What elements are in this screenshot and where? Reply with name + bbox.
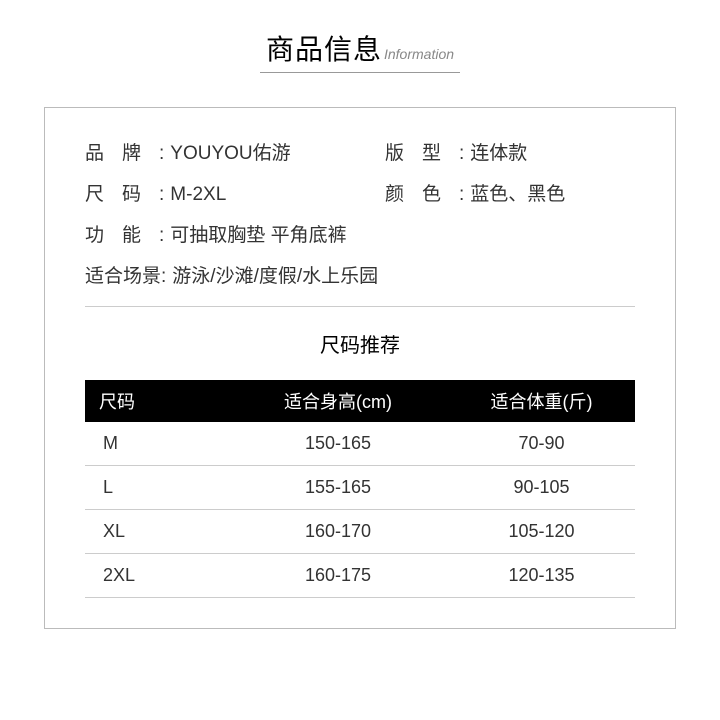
colon: : bbox=[159, 185, 164, 204]
table-row: XL 160-170 105-120 bbox=[85, 510, 635, 554]
attr-label: 尺码 bbox=[85, 185, 159, 204]
page-header: 商品信息 Information bbox=[0, 0, 720, 83]
attr-feature: 功能: 可抽取胸垫 平角底裤 bbox=[85, 226, 347, 245]
attr-value: M-2XL bbox=[170, 185, 226, 204]
attr-row: 功能: 可抽取胸垫 平角底裤 bbox=[85, 226, 635, 245]
size-col-header: 适合体重(斤) bbox=[448, 380, 635, 422]
attr-size: 尺码: M-2XL bbox=[85, 185, 385, 204]
colon: : bbox=[159, 144, 164, 163]
table-row: 2XL 160-175 120-135 bbox=[85, 554, 635, 598]
divider bbox=[85, 306, 635, 307]
attr-value: 蓝色、黑色 bbox=[470, 185, 565, 204]
size-cell: XL bbox=[85, 510, 228, 554]
header-title-cn: 商品信息 bbox=[266, 28, 382, 68]
attr-label: 功能 bbox=[85, 226, 159, 245]
size-cell: 2XL bbox=[85, 554, 228, 598]
size-cell: 155-165 bbox=[228, 466, 448, 510]
size-cell: 105-120 bbox=[448, 510, 635, 554]
size-cell: 70-90 bbox=[448, 422, 635, 466]
attr-label: 适合场景 bbox=[85, 267, 161, 286]
size-table-head: 尺码 适合身高(cm) 适合体重(斤) bbox=[85, 380, 635, 422]
colon: : bbox=[161, 267, 166, 286]
header-title-en: Information bbox=[384, 46, 454, 62]
size-col-header: 适合身高(cm) bbox=[228, 380, 448, 422]
attr-row: 尺码: M-2XL 颜色: 蓝色、黑色 bbox=[85, 185, 635, 204]
size-cell: 90-105 bbox=[448, 466, 635, 510]
size-cell: L bbox=[85, 466, 228, 510]
attributes-block: 品牌: YOUYOU佑游 版型: 连体款 尺码: M-2XL 颜色: 蓝色、黑色… bbox=[85, 144, 635, 286]
size-table: 尺码 适合身高(cm) 适合体重(斤) M 150-165 70-90 L 15… bbox=[85, 380, 635, 598]
size-col-header: 尺码 bbox=[85, 380, 228, 422]
attr-value: YOUYOU佑游 bbox=[170, 144, 290, 163]
size-cell: 160-175 bbox=[228, 554, 448, 598]
size-cell: 150-165 bbox=[228, 422, 448, 466]
info-card: 品牌: YOUYOU佑游 版型: 连体款 尺码: M-2XL 颜色: 蓝色、黑色… bbox=[44, 107, 676, 629]
attr-brand: 品牌: YOUYOU佑游 bbox=[85, 144, 385, 163]
attr-value: 可抽取胸垫 平角底裤 bbox=[170, 226, 346, 245]
size-cell: 160-170 bbox=[228, 510, 448, 554]
table-row: M 150-165 70-90 bbox=[85, 422, 635, 466]
size-cell: M bbox=[85, 422, 228, 466]
attr-row: 适合场景: 游泳/沙滩/度假/水上乐园 bbox=[85, 267, 635, 286]
attr-label: 版型 bbox=[385, 144, 459, 163]
attr-value: 游泳/沙滩/度假/水上乐园 bbox=[172, 267, 378, 286]
table-row: L 155-165 90-105 bbox=[85, 466, 635, 510]
size-section-title: 尺码推荐 bbox=[85, 329, 635, 358]
colon: : bbox=[459, 185, 464, 204]
attr-style: 版型: 连体款 bbox=[385, 144, 527, 163]
attr-scene: 适合场景: 游泳/沙滩/度假/水上乐园 bbox=[85, 267, 378, 286]
size-table-body: M 150-165 70-90 L 155-165 90-105 XL 160-… bbox=[85, 422, 635, 598]
size-cell: 120-135 bbox=[448, 554, 635, 598]
header-title-group: 商品信息 Information bbox=[260, 28, 460, 73]
attr-row: 品牌: YOUYOU佑游 版型: 连体款 bbox=[85, 144, 635, 163]
attr-label: 颜色 bbox=[385, 185, 459, 204]
colon: : bbox=[159, 226, 164, 245]
attr-value: 连体款 bbox=[470, 144, 527, 163]
attr-color: 颜色: 蓝色、黑色 bbox=[385, 185, 565, 204]
attr-label: 品牌 bbox=[85, 144, 159, 163]
colon: : bbox=[459, 144, 464, 163]
